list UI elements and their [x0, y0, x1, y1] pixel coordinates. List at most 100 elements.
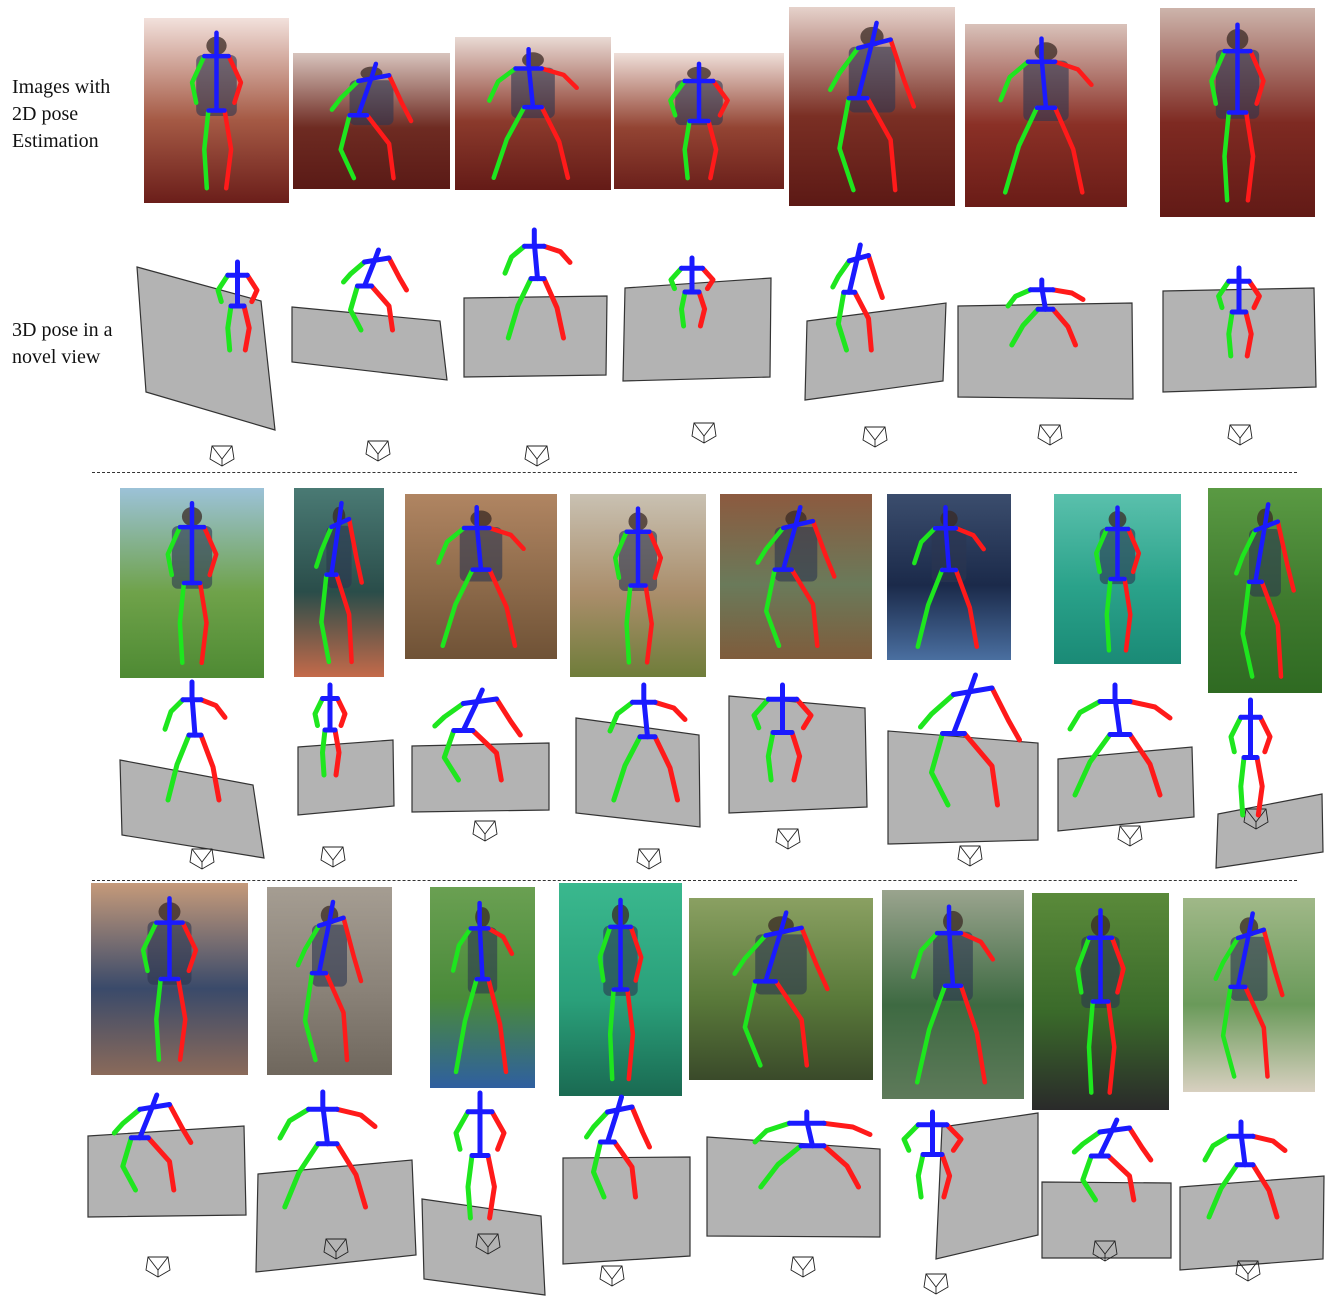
camera-icon: [1243, 808, 1269, 830]
right-arm: [1127, 1125, 1154, 1163]
shoulder-line: [763, 925, 804, 938]
camera-rays: [792, 1256, 814, 1271]
right-leg: [789, 730, 803, 783]
ground-plane: [622, 277, 772, 382]
left-arm: [584, 1109, 610, 1140]
skeleton: [668, 255, 716, 329]
camera-rays: [322, 846, 344, 861]
right-leg: [625, 987, 636, 1082]
right-leg: [145, 1135, 177, 1193]
skeleton: [215, 259, 260, 353]
shoulder-line: [356, 73, 392, 84]
skeleton: [827, 20, 917, 193]
right-arm: [652, 699, 688, 722]
right-leg: [1243, 984, 1270, 1079]
left-leg: [1009, 306, 1041, 348]
right-arm: [486, 926, 515, 956]
right-leg: [773, 979, 810, 1068]
right-arm: [628, 924, 644, 983]
row-label-3d-pose: 3D pose in a novel view: [12, 319, 113, 368]
left-leg: [1086, 999, 1096, 1095]
camera-icon: [1037, 424, 1063, 446]
ground-plane: [421, 1198, 546, 1296]
skeleton: [584, 1094, 652, 1200]
reconstruction-3d-pose: [728, 682, 868, 850]
camera-icon: [636, 848, 662, 870]
photo-canvas: [720, 494, 872, 659]
reconstruction-3d-pose: [562, 1094, 691, 1287]
photo-canvas: [267, 887, 392, 1075]
right-leg: [487, 567, 518, 649]
right-leg: [1105, 999, 1117, 1095]
left-arm: [432, 701, 466, 729]
right-leg: [643, 583, 654, 665]
right-arm: [629, 1104, 652, 1150]
camera-frustum: [145, 1256, 171, 1278]
right-leg: [958, 983, 988, 1085]
spine: [320, 1089, 330, 1147]
input-image-standing-back: [789, 7, 955, 206]
skeleton: [189, 30, 244, 191]
skeleton: [901, 1109, 964, 1200]
right-arm: [711, 78, 730, 118]
left-leg: [320, 727, 328, 778]
left-arm: [165, 524, 183, 578]
input-image-bending-over: [614, 53, 784, 189]
right-arm: [1275, 519, 1296, 593]
input-image-baseball-announcer: [430, 887, 535, 1088]
left-leg: [165, 732, 192, 803]
spine: [477, 900, 485, 982]
left-arm: [1216, 278, 1232, 311]
photo-canvas: [430, 887, 535, 1088]
left-leg: [441, 728, 461, 783]
left-arm: [1234, 527, 1258, 576]
right-arm: [341, 915, 364, 984]
shoulder-line: [605, 1104, 635, 1115]
right-arm: [201, 524, 219, 578]
left-arm: [751, 696, 771, 731]
ground-plane: [411, 742, 550, 813]
skeleton: [1075, 908, 1126, 1095]
right-leg: [1259, 579, 1284, 679]
reconstruction-3d-pose: [901, 1109, 1039, 1295]
photo-canvas: [1160, 8, 1315, 217]
skeleton: [432, 687, 523, 783]
right-arm: [541, 243, 573, 265]
skeleton: [502, 227, 573, 341]
spine: [605, 1094, 624, 1145]
skeleton: [162, 679, 228, 803]
spine: [943, 505, 952, 573]
skeleton: [487, 46, 579, 181]
ground-plane: [463, 295, 608, 378]
left-leg: [1240, 579, 1255, 679]
camera-icon: [475, 1233, 501, 1255]
left-leg: [465, 1153, 475, 1221]
right-arm: [810, 518, 837, 579]
left-leg: [835, 289, 849, 353]
left-arm: [189, 53, 207, 105]
reconstruction-3d-pose: [136, 259, 276, 467]
input-image-tennis-lunge: [1183, 898, 1315, 1092]
right-leg: [953, 567, 980, 649]
left-arm: [668, 78, 687, 118]
spine: [804, 1109, 815, 1149]
left-leg: [491, 104, 527, 181]
input-image-tennis-ready: [91, 883, 248, 1075]
camera-icon: [524, 445, 550, 467]
photo-canvas: [789, 7, 955, 206]
ground-plane: [887, 730, 1039, 845]
input-image-tennis-serve: [294, 488, 384, 677]
camera-frustum: [524, 445, 550, 467]
shoulder-line: [1235, 927, 1267, 941]
left-arm: [111, 1106, 143, 1136]
left-leg: [1238, 755, 1247, 818]
right-arm: [1261, 927, 1285, 998]
right-arm: [386, 255, 409, 293]
right-arm: [180, 920, 199, 974]
left-leg: [202, 108, 211, 191]
ground-plane: [119, 759, 265, 859]
photo-canvas: [1208, 488, 1322, 693]
camera-icon: [472, 820, 498, 842]
left-leg: [1222, 110, 1232, 203]
skeleton: [1234, 502, 1296, 679]
